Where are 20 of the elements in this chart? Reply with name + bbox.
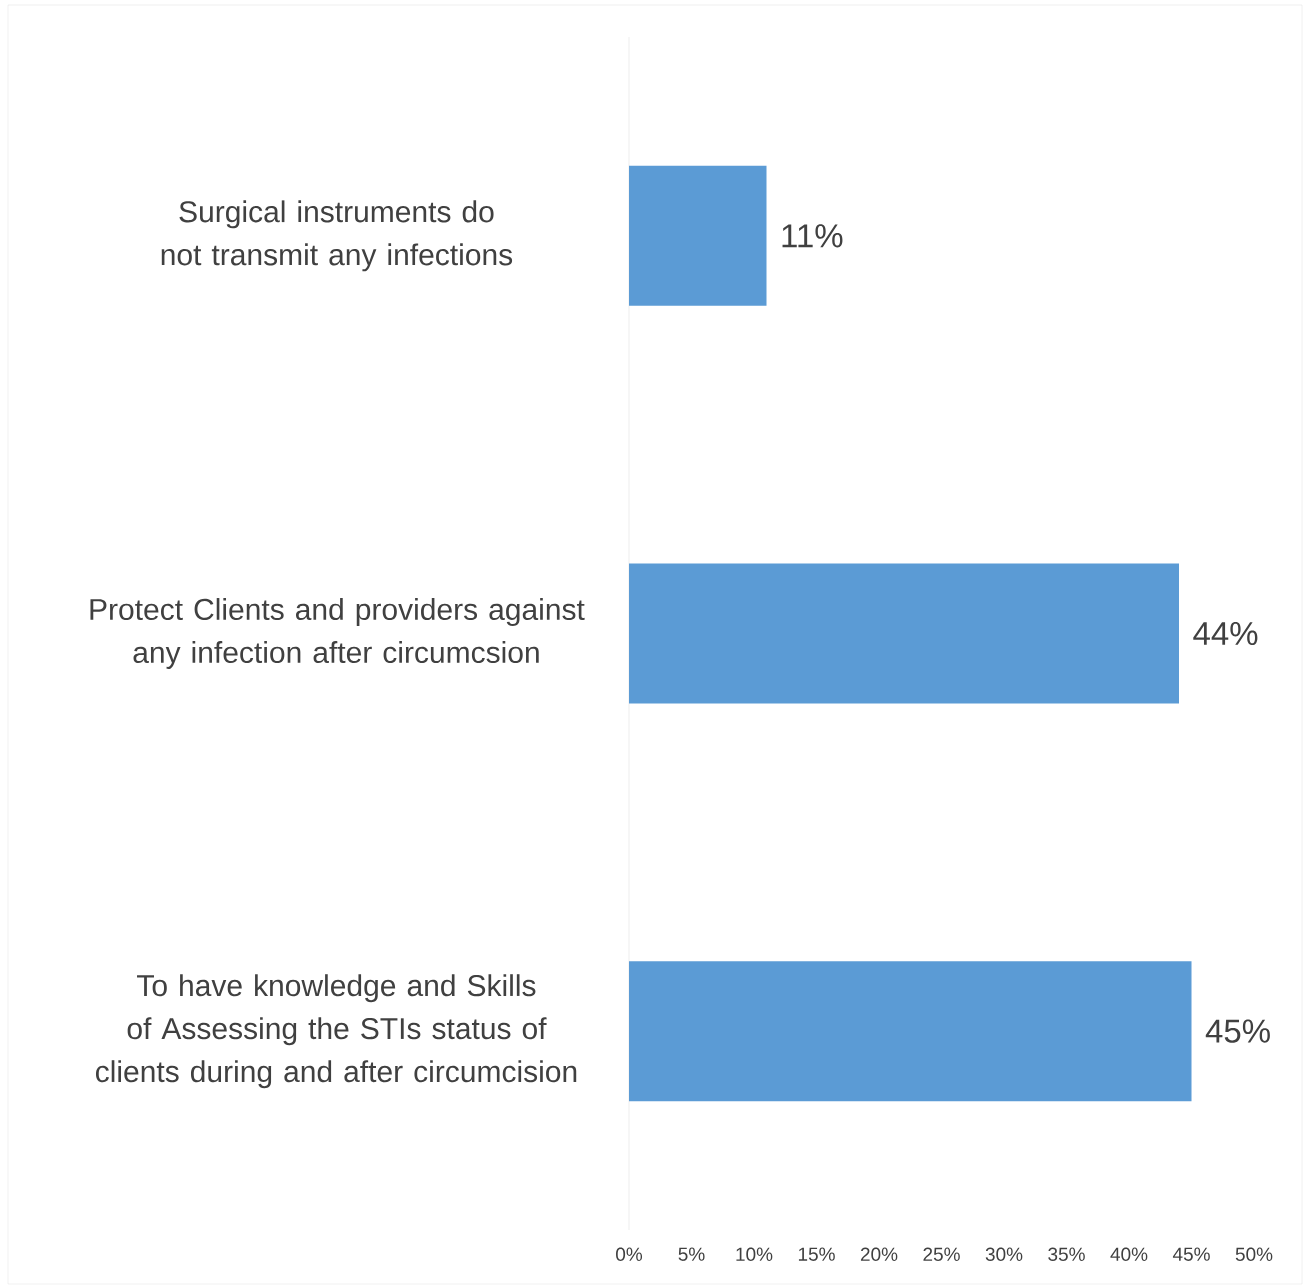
bar — [629, 961, 1192, 1102]
x-tick-label: 0% — [616, 1247, 643, 1261]
y-tick-label: Protect Clients and providers against any infection after circumcsion — [90, 598, 585, 669]
x-tick-label: 40% — [1110, 1247, 1148, 1261]
x-tick-label: 35% — [1048, 1247, 1085, 1261]
data-label: 44% — [1193, 621, 1258, 646]
x-tick-label: 10% — [736, 1247, 773, 1261]
x-tick-label: 25% — [923, 1247, 960, 1261]
bar — [629, 165, 767, 306]
x-tick-label: 50% — [1235, 1247, 1273, 1261]
x-tick-label: 30% — [985, 1247, 1023, 1261]
bar — [629, 563, 1179, 704]
data-label: 11% — [782, 224, 843, 248]
y-tick-label: Surgical instruments do not transmit any infections — [161, 200, 513, 272]
x-tick-label: 5% — [678, 1247, 705, 1261]
y-tick-label: To have knowledge and Skills of Assessing the STIs status of clients during and after circumcision — [95, 974, 577, 1089]
data-label: 45% — [1205, 1019, 1270, 1043]
x-tick-label: 15% — [798, 1247, 835, 1261]
x-tick-label: 45% — [1172, 1247, 1210, 1261]
x-tick-label: 20% — [860, 1247, 898, 1261]
